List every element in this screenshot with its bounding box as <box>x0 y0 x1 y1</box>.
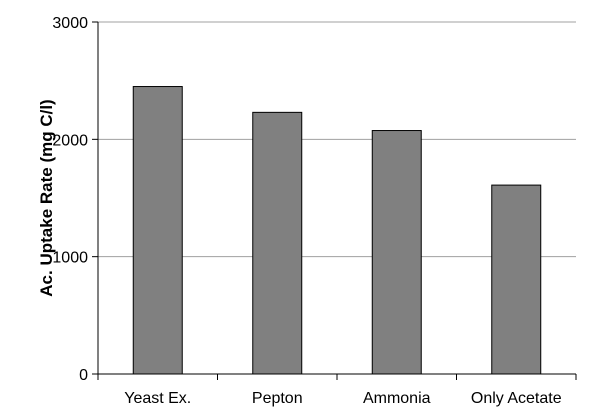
bars <box>132 86 542 375</box>
bar-only-acetate <box>491 184 542 375</box>
tick-labels: 0 1000 2000 3000 Yeast Ex. Pepton Ammonia Only … <box>52 15 561 407</box>
y-tick-label: 3000 <box>52 15 88 32</box>
y-tick-label: 1000 <box>52 250 88 267</box>
y-tick-label: 2000 <box>52 132 88 149</box>
bar-ammonia <box>371 130 422 375</box>
y-tick-label: 0 <box>79 367 88 384</box>
x-tick-label: Only Acetate <box>471 390 562 407</box>
y-axis-label: Ac. Uptake Rate (mg C/l) <box>37 99 56 296</box>
bar-yeast-ex <box>132 86 183 375</box>
bar-pepton <box>252 111 303 375</box>
axes <box>92 21 577 380</box>
x-tick-label: Yeast Ex. <box>124 390 191 407</box>
x-tick-label: Pepton <box>252 390 303 407</box>
x-tick-label: Ammonia <box>363 390 431 407</box>
